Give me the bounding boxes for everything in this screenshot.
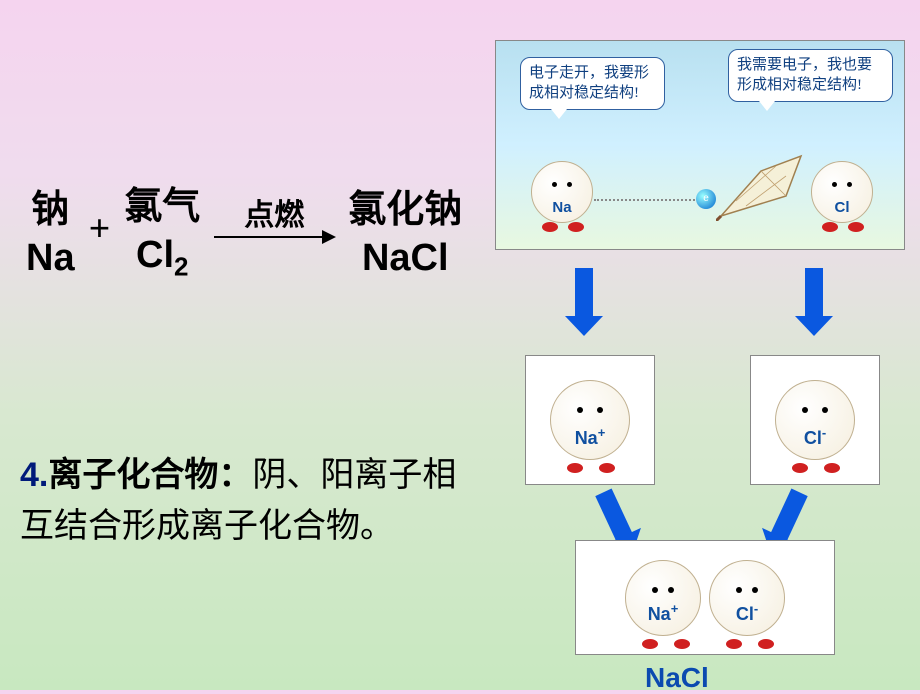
atom-cl-icon: Cl xyxy=(811,161,873,223)
reaction-equation: 钠 Na + 氯气 Cl2 点燃 氯化钠 NaCl xyxy=(20,175,468,283)
ion-cl-sup: - xyxy=(822,425,826,440)
combined-cl-icon: Cl- xyxy=(709,560,785,636)
ion-cl-base: Cl xyxy=(804,428,822,448)
diag-arrow-icon xyxy=(595,489,632,542)
atom-na-label: Na xyxy=(532,199,592,216)
atom-na-icon: Na xyxy=(531,161,593,223)
chlorine-cn: 氯气 xyxy=(124,175,200,230)
ion-cl-box: Cl- xyxy=(750,355,880,485)
reaction-condition: 点燃 xyxy=(244,190,304,234)
reactant-sodium: 钠 Na xyxy=(26,178,75,280)
product-nacl: 氯化钠 NaCl xyxy=(348,178,462,280)
ion-cl-label: Cl- xyxy=(776,425,854,449)
definition-text: 4.离子化合物：阴、阳离子相互结合形成离子化合物。 xyxy=(20,450,460,552)
sodium-cn: 钠 xyxy=(31,178,69,233)
ion-cl-icon: Cl- xyxy=(775,380,855,460)
def-term: 离子化合物： xyxy=(48,457,252,494)
feet-icon xyxy=(822,222,864,234)
reaction-arrow: 点燃 xyxy=(214,190,334,268)
atom-cl-label: Cl xyxy=(812,199,872,216)
feet-icon xyxy=(542,222,584,234)
down-arrow-icon xyxy=(575,268,593,318)
electron-icon: e xyxy=(696,189,716,209)
combined-na-label: Na+ xyxy=(626,601,700,625)
cl-base: Cl xyxy=(136,234,174,276)
plus-sign: + xyxy=(89,207,111,251)
feet-icon xyxy=(642,639,690,649)
top-scene: 电子走开，我要形成相对稳定结构! 我需要电子，我也要形成相对稳定结构! Na e… xyxy=(495,40,905,250)
net-icon xyxy=(716,151,806,221)
combined-cl-label: Cl- xyxy=(710,601,784,625)
def-number: 4. xyxy=(20,456,48,494)
nacl-cn: 氯化钠 xyxy=(348,178,462,233)
ion-na-icon: Na+ xyxy=(550,380,630,460)
arrow-line-icon xyxy=(214,236,334,238)
down-arrow-icon xyxy=(805,268,823,318)
combined-nacl-box: Na+ Cl- xyxy=(575,540,835,655)
ion-na-box: Na+ xyxy=(525,355,655,485)
speech-bubble-cl: 我需要电子，我也要形成相对稳定结构! xyxy=(728,49,893,102)
ion-na-base: Na xyxy=(575,428,598,448)
result-nacl-label: NaCl xyxy=(645,662,709,694)
feet-icon xyxy=(726,639,774,649)
diag-arrow-icon xyxy=(770,489,807,542)
speech-bubble-na: 电子走开，我要形成相对稳定结构! xyxy=(520,57,665,110)
ion-na-label: Na+ xyxy=(551,425,629,449)
ion-na-sup: + xyxy=(598,425,606,440)
diagram-area: 电子走开，我要形成相对稳定结构! 我需要电子，我也要形成相对稳定结构! Na e… xyxy=(495,40,905,680)
combined-na-icon: Na+ xyxy=(625,560,701,636)
feet-icon xyxy=(792,463,840,473)
cl-sub: 2 xyxy=(174,252,188,282)
chlorine-formula: Cl2 xyxy=(136,234,188,283)
reactant-chlorine: 氯气 Cl2 xyxy=(124,175,200,283)
feet-icon xyxy=(567,463,615,473)
sodium-formula: Na xyxy=(26,237,75,280)
nacl-formula: NaCl xyxy=(362,237,449,280)
